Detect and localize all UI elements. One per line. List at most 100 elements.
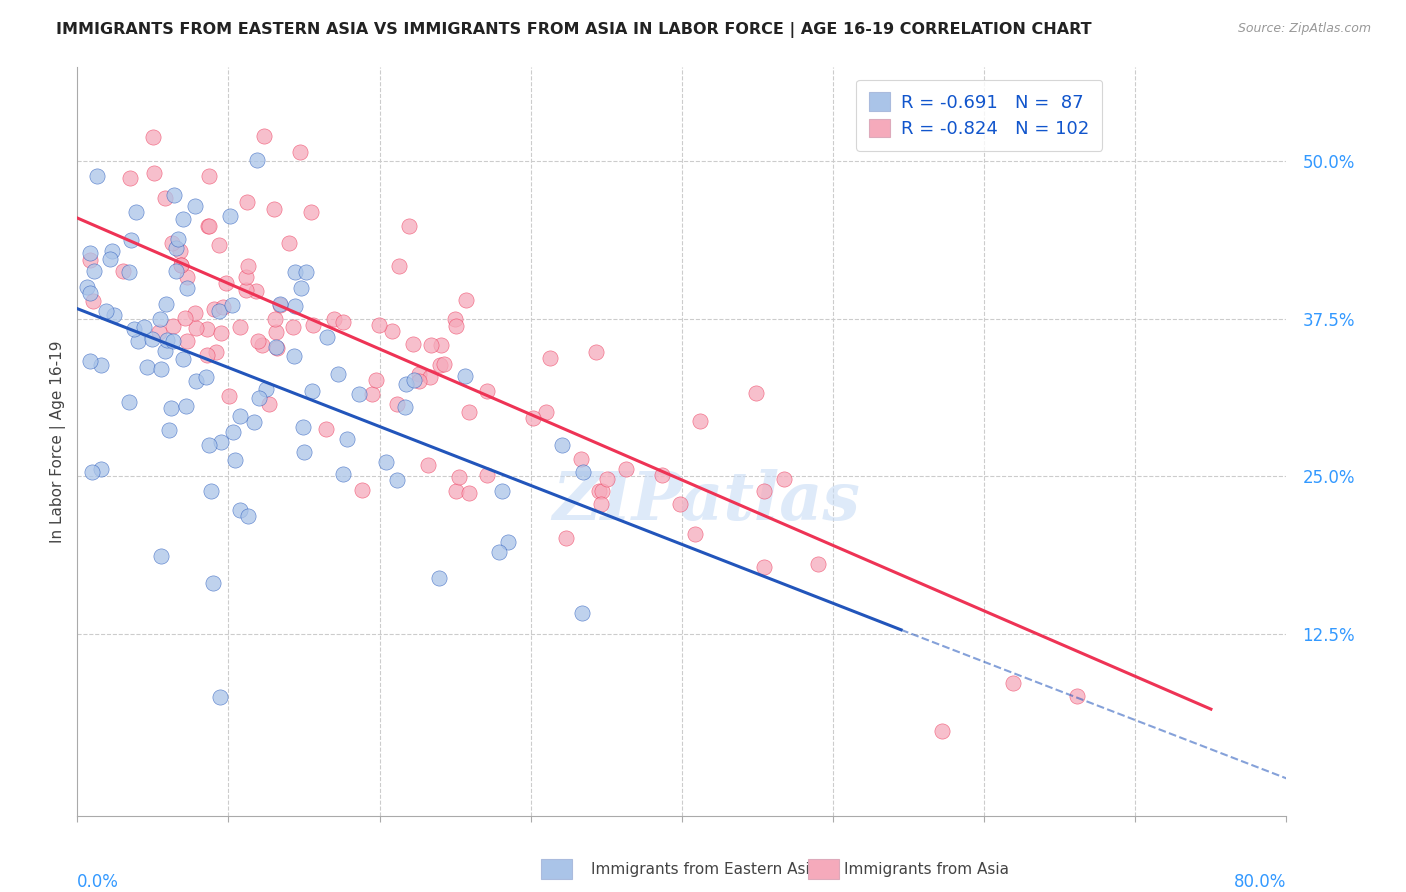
Point <box>173 311 195 326</box>
Point <box>807 557 830 571</box>
Point <box>90 358 112 372</box>
Point <box>651 468 673 483</box>
Point <box>394 400 416 414</box>
Point <box>931 723 953 738</box>
Point <box>264 312 287 326</box>
Point <box>458 405 481 419</box>
Point <box>214 276 236 290</box>
Point <box>266 341 288 355</box>
Point <box>398 219 420 233</box>
Point <box>245 284 267 298</box>
Point <box>366 373 388 387</box>
Point <box>752 559 775 574</box>
Point <box>444 318 467 333</box>
Point <box>169 244 191 259</box>
Point <box>125 205 148 219</box>
Point <box>332 467 354 482</box>
Point <box>596 472 619 486</box>
Point <box>238 259 260 273</box>
Point <box>269 297 291 311</box>
Point <box>326 367 349 381</box>
Point <box>475 468 498 483</box>
Point <box>229 320 252 334</box>
Point <box>201 575 224 590</box>
Point <box>90 462 112 476</box>
Point <box>254 382 277 396</box>
Point <box>209 326 232 341</box>
Point <box>585 345 607 359</box>
Legend: R = -0.691   N =  87, R = -0.824   N = 102: R = -0.691 N = 87, R = -0.824 N = 102 <box>856 79 1102 151</box>
Point <box>162 334 184 348</box>
Point <box>284 299 307 313</box>
Point <box>453 369 475 384</box>
Point <box>198 219 221 233</box>
Point <box>170 258 193 272</box>
Point <box>176 334 198 348</box>
Point <box>204 345 226 359</box>
Point <box>155 343 177 358</box>
Point <box>98 252 121 266</box>
Point <box>429 358 451 372</box>
Point <box>186 321 208 335</box>
Point <box>219 209 242 223</box>
Point <box>221 298 243 312</box>
Point <box>235 269 257 284</box>
Point <box>430 337 453 351</box>
Point <box>299 205 322 219</box>
Point <box>290 281 312 295</box>
Point <box>183 199 205 213</box>
Point <box>408 374 430 388</box>
Text: 80.0%: 80.0% <box>1234 873 1286 891</box>
Point <box>278 235 301 250</box>
Point <box>367 318 389 332</box>
Point <box>176 269 198 284</box>
Point <box>361 386 384 401</box>
Point <box>172 211 194 226</box>
Point <box>301 318 323 333</box>
Point <box>183 306 205 320</box>
Point <box>551 438 574 452</box>
Point <box>589 498 612 512</box>
Point <box>235 194 257 209</box>
Point <box>427 571 450 585</box>
Point <box>264 325 287 339</box>
Point <box>86 169 108 183</box>
Point <box>402 337 425 351</box>
Point <box>491 483 513 498</box>
Point <box>315 329 337 343</box>
Point <box>569 451 592 466</box>
Point <box>174 399 197 413</box>
Point <box>141 332 163 346</box>
Point <box>264 340 287 354</box>
Point <box>118 394 141 409</box>
Point <box>197 437 219 451</box>
Point <box>257 396 280 410</box>
Point <box>752 484 775 499</box>
Point <box>488 544 510 558</box>
Point <box>419 338 441 352</box>
Point <box>295 265 318 279</box>
Point <box>195 369 218 384</box>
Point <box>186 374 208 388</box>
Point <box>588 484 610 499</box>
Point <box>283 349 305 363</box>
Point <box>245 153 267 168</box>
Point <box>235 283 257 297</box>
Point <box>228 503 250 517</box>
Point <box>387 473 409 487</box>
Point <box>212 300 235 314</box>
Point <box>159 423 181 437</box>
Text: IMMIGRANTS FROM EASTERN ASIA VS IMMIGRANTS FROM ASIA IN LABOR FORCE | AGE 16-19 : IMMIGRANTS FROM EASTERN ASIA VS IMMIGRAN… <box>56 22 1092 38</box>
Point <box>208 237 231 252</box>
Point <box>290 145 312 160</box>
Point <box>336 432 359 446</box>
Point <box>554 532 576 546</box>
Point <box>350 483 373 497</box>
Point <box>111 263 134 277</box>
Point <box>209 690 232 705</box>
Point <box>103 308 125 322</box>
Point <box>475 384 498 398</box>
Point <box>571 606 593 620</box>
Point <box>1066 689 1088 703</box>
Text: 0.0%: 0.0% <box>77 873 120 891</box>
